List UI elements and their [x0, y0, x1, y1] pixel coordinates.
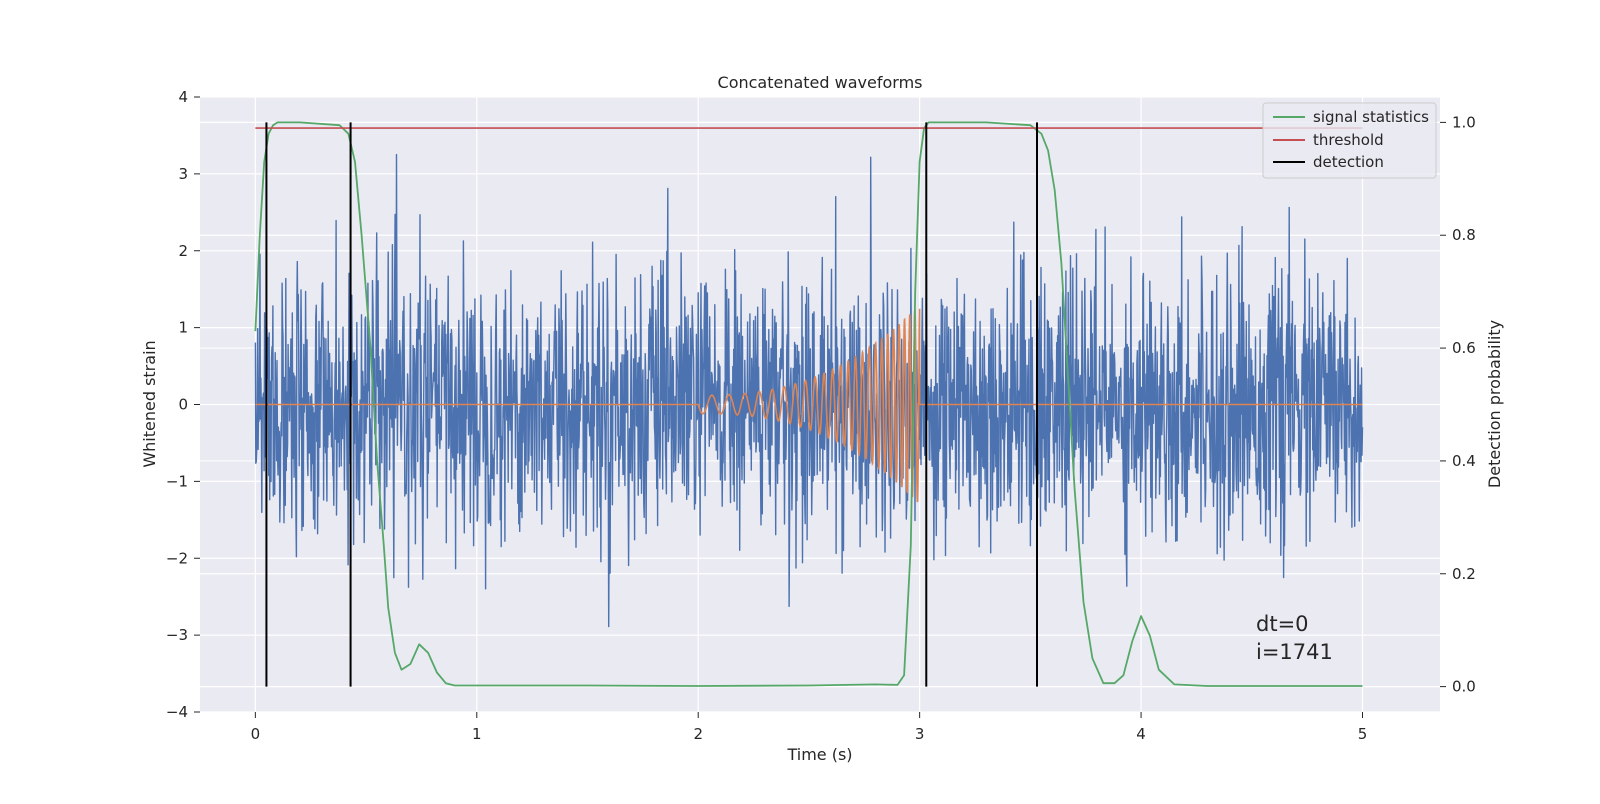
y-tick-label: 1	[178, 319, 188, 337]
y2-tick-label: 1.0	[1452, 113, 1476, 131]
x-tick-label: 5	[1358, 725, 1368, 743]
series-signal-statistics	[254, 121, 1363, 687]
chart-title: Concatenated waveforms	[718, 73, 923, 92]
x-tick-label: 1	[472, 725, 482, 743]
y-tick-label: 0	[178, 396, 188, 414]
y-tick-label: 4	[178, 88, 188, 106]
y2-tick-label: 0.4	[1452, 452, 1476, 470]
x-tick-label: 3	[915, 725, 925, 743]
y-tick-label: 2	[178, 242, 188, 260]
series-injected-signal	[255, 308, 1363, 503]
y-tick-label: −2	[166, 549, 188, 567]
annotation-dt: dt=0	[1256, 612, 1309, 636]
x-tick-label: 4	[1136, 725, 1146, 743]
y2-tick-label: 0.8	[1452, 226, 1476, 244]
y-tick-label: −1	[166, 472, 188, 490]
y-axis-label: Whitened strain	[140, 340, 159, 467]
legend-label-signal-statistics: signal statistics	[1313, 108, 1429, 126]
x-tick-label: 0	[251, 725, 261, 743]
y-tick-label: −4	[166, 703, 188, 721]
y-tick-label: 3	[178, 165, 188, 183]
y2-tick-label: 0.2	[1452, 565, 1476, 583]
x-tick-label: 2	[693, 725, 703, 743]
y2-axis-label: Detection probability	[1485, 320, 1504, 488]
axes-layer: 0 1 2 3 4 5 −4 −3 −2 −1 0 1 2 3 4 0.0 0.2 0.4 0.6 0.8 1.0	[166, 88, 1476, 743]
legend: signal statistics threshold detection	[1262, 102, 1437, 179]
legend-label-detection: detection	[1313, 153, 1384, 171]
y2-tick-label: 0.6	[1452, 339, 1476, 357]
annotation-index: i=1741	[1256, 640, 1333, 664]
legend-label-threshold: threshold	[1313, 131, 1384, 149]
legend-frame	[1262, 102, 1437, 179]
series-whitened-strain	[254, 153, 1364, 628]
series-layer	[254, 121, 1364, 687]
y-tick-label: −3	[166, 626, 188, 644]
y2-tick-label: 0.0	[1452, 678, 1476, 696]
annotation: dt=0 i=1741	[1256, 612, 1333, 664]
x-axis-label: Time (s)	[786, 745, 852, 764]
